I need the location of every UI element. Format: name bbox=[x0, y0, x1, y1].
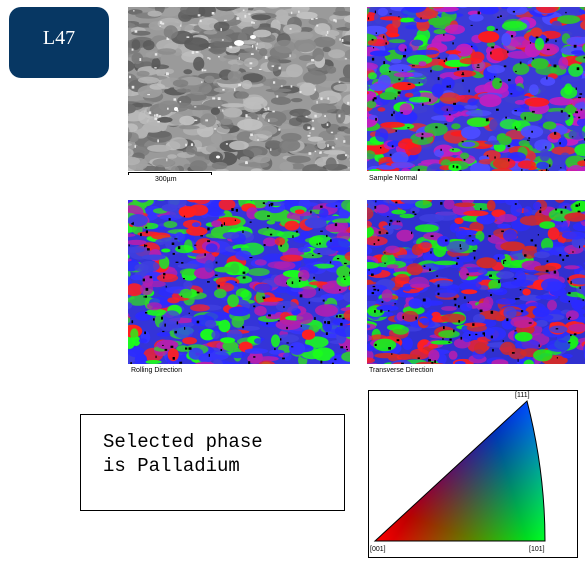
ebsd-image-rolling-direction bbox=[128, 200, 350, 364]
sample-label-text: L47 bbox=[42, 27, 76, 49]
ipf-label-101: [101] bbox=[529, 546, 545, 553]
ebsd-map-transverse-direction bbox=[367, 200, 585, 364]
ipf-label-111: [111] bbox=[515, 392, 530, 399]
phase-note-line-1: Selected phase bbox=[103, 431, 263, 453]
phase-note-line-2: is Palladium bbox=[103, 455, 240, 477]
caption-sample-normal: Sample Normal bbox=[369, 175, 418, 182]
ebsd-image-transverse-direction bbox=[367, 200, 585, 364]
caption-rolling-direction: Rolling Direction bbox=[131, 367, 182, 374]
sem-image bbox=[128, 7, 350, 171]
ipf-triangle-outline bbox=[373, 400, 546, 542]
sample-label-badge: L47 bbox=[9, 7, 109, 78]
ipf-label-001: [001] bbox=[370, 546, 386, 553]
sem-micrograph bbox=[128, 7, 350, 171]
ipf-color-key: [111] [001] [101] bbox=[368, 390, 578, 558]
scale-bar bbox=[128, 172, 212, 175]
ipf-triangle-svg bbox=[373, 400, 546, 542]
ebsd-image-sample-normal bbox=[367, 7, 585, 171]
ipf-gradient-fill bbox=[375, 401, 545, 541]
caption-transverse-direction: Transverse Direction bbox=[369, 367, 434, 374]
ebsd-map-sample-normal bbox=[367, 7, 585, 171]
ebsd-map-rolling-direction bbox=[128, 200, 350, 364]
scale-bar-label: 300µm bbox=[155, 176, 177, 183]
phase-note-box: Selected phase is Palladium bbox=[80, 414, 345, 511]
